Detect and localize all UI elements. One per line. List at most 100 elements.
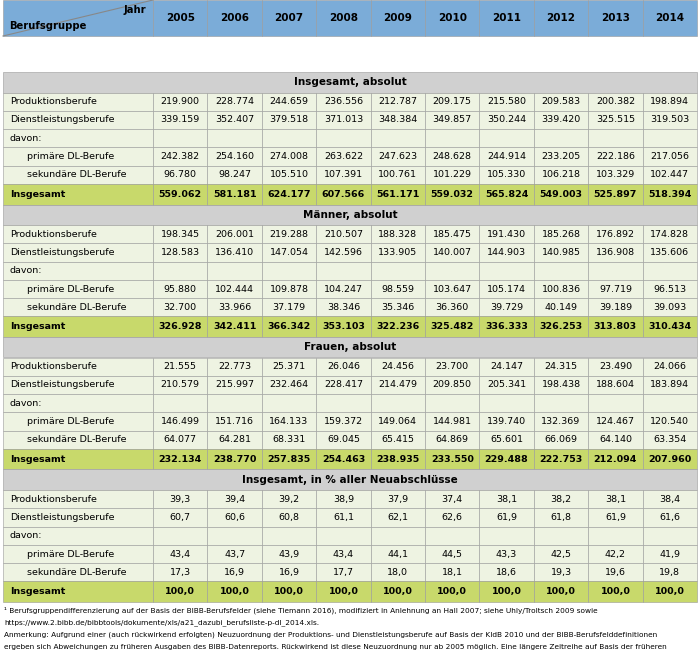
Text: 38,1: 38,1 (605, 495, 626, 504)
Bar (3, 111, 153, 129)
Text: 43,9: 43,9 (279, 550, 300, 559)
Text: 140.007: 140.007 (433, 248, 472, 257)
Bar (207, 490, 262, 508)
Bar (643, 243, 697, 261)
Bar (480, 490, 534, 508)
Text: 310.434: 310.434 (648, 322, 692, 331)
Bar (370, 225, 425, 243)
Bar (3, 470, 697, 490)
Text: 24.315: 24.315 (545, 362, 578, 371)
Bar (588, 0, 643, 36)
Text: 19,6: 19,6 (605, 568, 626, 577)
Bar (153, 582, 207, 602)
Text: 37,4: 37,4 (442, 495, 463, 504)
Bar (207, 358, 262, 376)
Bar (480, 111, 534, 129)
Text: 263.622: 263.622 (324, 152, 363, 161)
Bar (262, 582, 316, 602)
Text: 100,0: 100,0 (546, 588, 576, 596)
Bar (3, 72, 697, 92)
Bar (480, 394, 534, 413)
Bar (207, 376, 262, 394)
Bar (262, 394, 316, 413)
Text: 624.177: 624.177 (267, 190, 311, 198)
Bar (153, 166, 207, 184)
Text: 198.345: 198.345 (160, 230, 200, 238)
Bar (643, 225, 697, 243)
Bar (207, 394, 262, 413)
Bar (480, 243, 534, 261)
Bar (262, 147, 316, 166)
Text: 164.133: 164.133 (270, 417, 309, 426)
Bar (588, 490, 643, 508)
Bar (534, 129, 588, 147)
Text: 2013: 2013 (601, 13, 630, 23)
Text: Produktionsberufe: Produktionsberufe (10, 230, 97, 238)
Bar (588, 376, 643, 394)
Bar (643, 129, 697, 147)
Bar (153, 358, 207, 376)
Bar (3, 204, 697, 225)
Text: davon:: davon: (10, 134, 43, 143)
Text: 353.103: 353.103 (322, 322, 365, 331)
Text: 339.420: 339.420 (541, 115, 580, 124)
Text: 581.181: 581.181 (213, 190, 256, 198)
Bar (262, 413, 316, 431)
Text: 210.579: 210.579 (161, 381, 199, 390)
Bar (370, 261, 425, 280)
Text: 38,1: 38,1 (496, 495, 517, 504)
Bar (316, 545, 370, 563)
Text: Insgesamt, in % aller Neuabschlüsse: Insgesamt, in % aller Neuabschlüsse (242, 475, 458, 485)
Bar (316, 298, 370, 316)
Text: 35.346: 35.346 (382, 303, 414, 312)
Bar (534, 508, 588, 527)
Bar (425, 184, 480, 204)
Bar (425, 261, 480, 280)
Bar (588, 92, 643, 111)
Text: Männer, absolut: Männer, absolut (302, 210, 398, 219)
Text: Insgesamt: Insgesamt (10, 455, 65, 464)
Bar (588, 316, 643, 337)
Text: primäre DL-Berufe: primäre DL-Berufe (27, 152, 114, 161)
Bar (480, 413, 534, 431)
Text: 24.456: 24.456 (382, 362, 414, 371)
Text: Anmerkung: Aufgrund einer (auch rückwirkend erfolgten) Neuzuordnung der Produkti: Anmerkung: Aufgrund einer (auch rückwirk… (4, 631, 657, 638)
Bar (153, 129, 207, 147)
Bar (207, 129, 262, 147)
Text: 69.045: 69.045 (327, 436, 360, 444)
Text: 33.966: 33.966 (218, 303, 251, 312)
Bar (643, 298, 697, 316)
Bar (316, 527, 370, 545)
Text: 205.341: 205.341 (487, 381, 526, 390)
Text: 212.094: 212.094 (594, 455, 637, 464)
Bar (316, 92, 370, 111)
Text: 549.003: 549.003 (540, 190, 582, 198)
Bar (262, 184, 316, 204)
Bar (207, 527, 262, 545)
Text: 135.606: 135.606 (650, 248, 690, 257)
Text: 100.836: 100.836 (541, 284, 580, 293)
Text: 518.394: 518.394 (648, 190, 692, 198)
Text: 102.447: 102.447 (650, 170, 690, 179)
Bar (3, 92, 153, 111)
Bar (207, 316, 262, 337)
Bar (3, 0, 153, 36)
Text: 23.490: 23.490 (598, 362, 632, 371)
Bar (316, 431, 370, 449)
Bar (153, 225, 207, 243)
Text: 60,6: 60,6 (224, 513, 245, 522)
Text: 174.828: 174.828 (650, 230, 690, 238)
Text: 248.628: 248.628 (433, 152, 472, 161)
Bar (3, 147, 153, 166)
Bar (262, 0, 316, 36)
Bar (3, 394, 153, 413)
Text: 274.008: 274.008 (270, 152, 309, 161)
Text: 228.417: 228.417 (324, 381, 363, 390)
Bar (480, 449, 534, 470)
Bar (425, 545, 480, 563)
Bar (207, 92, 262, 111)
Text: Dienstleistungsberufe: Dienstleistungsberufe (10, 248, 115, 257)
Bar (588, 545, 643, 563)
Text: 18,6: 18,6 (496, 568, 517, 577)
Text: 244.659: 244.659 (270, 97, 309, 106)
